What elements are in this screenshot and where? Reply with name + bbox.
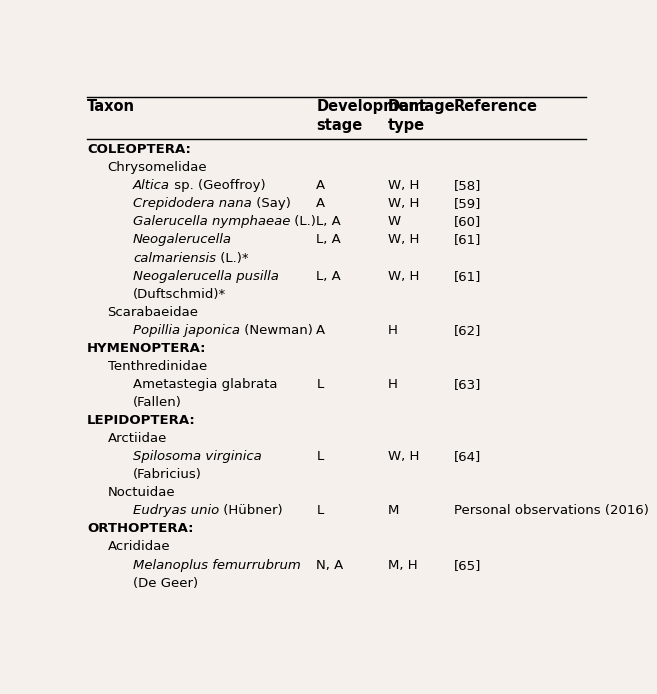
Text: Arctiidae: Arctiidae: [108, 432, 167, 445]
Text: Crepidodera nana: Crepidodera nana: [133, 197, 252, 210]
Text: W, H: W, H: [388, 269, 419, 282]
Text: ORTHOPTERA:: ORTHOPTERA:: [87, 523, 194, 536]
Text: Popillia japonica: Popillia japonica: [133, 323, 240, 337]
Text: Chrysomelidae: Chrysomelidae: [108, 161, 207, 174]
Text: HYMENOPTERA:: HYMENOPTERA:: [87, 342, 207, 355]
Text: W, H: W, H: [388, 197, 419, 210]
Text: Altica: Altica: [133, 179, 170, 192]
Text: (Duftschmid)*: (Duftschmid)*: [133, 287, 226, 301]
Text: L: L: [317, 505, 324, 517]
Text: LEPIDOPTERA:: LEPIDOPTERA:: [87, 414, 196, 427]
Text: Galerucella nymphaeae: Galerucella nymphaeae: [133, 215, 290, 228]
Text: [60]: [60]: [454, 215, 481, 228]
Text: L, A: L, A: [317, 233, 341, 246]
Text: [62]: [62]: [454, 323, 481, 337]
Text: [59]: [59]: [454, 197, 481, 210]
Text: M, H: M, H: [388, 559, 417, 572]
Text: N, A: N, A: [317, 559, 344, 572]
Text: [64]: [64]: [454, 450, 481, 463]
Text: (L.): (L.): [290, 215, 316, 228]
Text: [65]: [65]: [454, 559, 481, 572]
Text: calmariensis: calmariensis: [133, 251, 216, 264]
Text: Development
stage: Development stage: [317, 99, 426, 133]
Text: W, H: W, H: [388, 179, 419, 192]
Text: W, H: W, H: [388, 450, 419, 463]
Text: W: W: [388, 215, 401, 228]
Text: (Fabricius): (Fabricius): [133, 468, 202, 481]
Text: Personal observations (2016): Personal observations (2016): [454, 505, 648, 517]
Text: Ametastegia glabrata: Ametastegia glabrata: [133, 378, 277, 391]
Text: Scarabaeidae: Scarabaeidae: [108, 305, 198, 319]
Text: (Hübner): (Hübner): [219, 505, 283, 517]
Text: (L.)*: (L.)*: [216, 251, 248, 264]
Text: [63]: [63]: [454, 378, 481, 391]
Text: L: L: [317, 450, 324, 463]
Text: Eudryas unio: Eudryas unio: [133, 505, 219, 517]
Text: M: M: [388, 505, 399, 517]
Text: W, H: W, H: [388, 233, 419, 246]
Text: Neogalerucella: Neogalerucella: [133, 233, 232, 246]
Text: Damage
type: Damage type: [388, 99, 455, 133]
Text: L: L: [317, 378, 324, 391]
Text: A: A: [317, 179, 325, 192]
Text: H: H: [388, 323, 397, 337]
Text: L, A: L, A: [317, 215, 341, 228]
Text: Melanoplus femurrubrum: Melanoplus femurrubrum: [133, 559, 301, 572]
Text: [58]: [58]: [454, 179, 481, 192]
Text: Neogalerucella pusilla: Neogalerucella pusilla: [133, 269, 279, 282]
Text: [61]: [61]: [454, 233, 481, 246]
Text: (Say): (Say): [252, 197, 290, 210]
Text: (Fallen): (Fallen): [133, 396, 182, 409]
Text: L, A: L, A: [317, 269, 341, 282]
Text: (De Geer): (De Geer): [133, 577, 198, 590]
Text: Taxon: Taxon: [87, 99, 135, 115]
Text: Reference: Reference: [454, 99, 538, 115]
Text: Noctuidae: Noctuidae: [108, 486, 175, 499]
Text: Tenthredinidae: Tenthredinidae: [108, 360, 207, 373]
Text: A: A: [317, 197, 325, 210]
Text: A: A: [317, 323, 325, 337]
Text: (Newman): (Newman): [240, 323, 313, 337]
Text: Acrididae: Acrididae: [108, 541, 170, 554]
Text: Spilosoma virginica: Spilosoma virginica: [133, 450, 261, 463]
Text: [61]: [61]: [454, 269, 481, 282]
Text: H: H: [388, 378, 397, 391]
Text: sp. (Geoffroy): sp. (Geoffroy): [170, 179, 265, 192]
Text: COLEOPTERA:: COLEOPTERA:: [87, 143, 191, 156]
